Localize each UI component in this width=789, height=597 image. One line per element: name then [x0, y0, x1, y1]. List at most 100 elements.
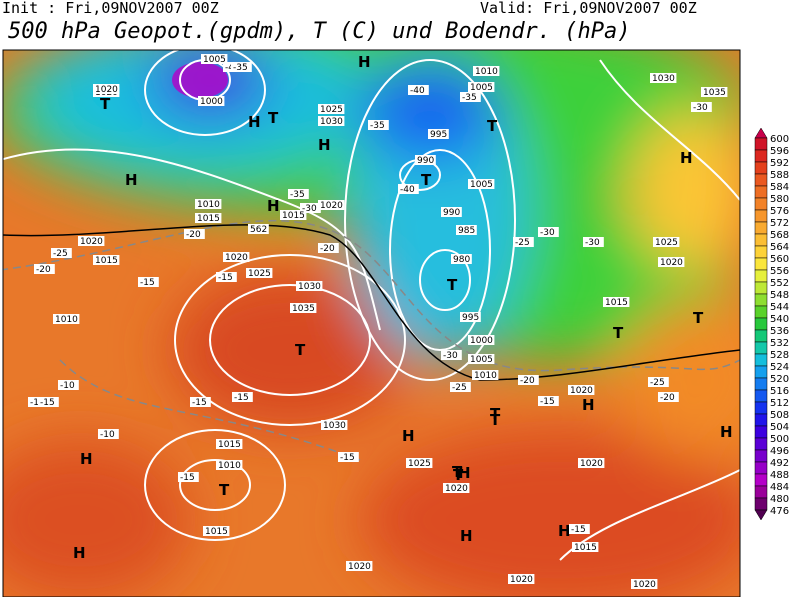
colorbar-label: 516	[770, 386, 789, 397]
colorbar-swatch	[754, 137, 768, 151]
contour-label: -30	[585, 238, 600, 248]
contour-label: -15	[218, 273, 233, 283]
colorbar-label: 576	[770, 206, 789, 217]
contour-label: -30	[540, 228, 555, 238]
colorbar-swatch	[754, 161, 768, 175]
contour-label: -15	[40, 398, 55, 408]
colorbar-label: 600	[770, 134, 789, 145]
isobar-label-box	[631, 579, 658, 589]
contour-label: 1020	[95, 85, 118, 95]
colorbar-swatch	[754, 365, 768, 379]
pressure-center: T	[613, 324, 624, 342]
contour-label: -25	[650, 378, 665, 388]
isobar-label-box	[538, 396, 559, 406]
colorbar-label: 520	[770, 374, 789, 385]
contour-label: 1015	[605, 298, 628, 308]
isobar-label-box	[201, 54, 228, 64]
isobar-label-box	[428, 129, 449, 139]
map-title: 500 hPa Geopot.(gpdm), T (C) und Bodendr…	[8, 19, 631, 44]
isobar-label-box	[93, 84, 120, 94]
contour-label: -20	[660, 393, 675, 403]
init-time: Init : Fri,09NOV2007 00Z	[2, 0, 219, 17]
contour-label: 1025	[248, 269, 271, 279]
isobar-label-box	[456, 225, 477, 235]
pressure-center: H	[248, 113, 261, 131]
pressure-center: H	[680, 149, 693, 167]
contour-label: 1025	[320, 105, 343, 115]
isobar-label-box	[300, 203, 321, 213]
colorbar-label: 588	[770, 170, 789, 181]
isobar-label-box	[406, 458, 433, 468]
isobar-label-box	[398, 184, 419, 194]
contour-label: 1005	[470, 355, 493, 365]
colorbar-label: 560	[770, 254, 789, 265]
contour-label: -35	[462, 93, 477, 103]
contour-label: -20	[520, 376, 535, 386]
contour-label: -20	[186, 230, 201, 240]
colorbar-label: 548	[770, 290, 789, 301]
pressure-center: H	[80, 450, 93, 468]
isobar-label-box	[460, 312, 481, 322]
colorbar-swatch	[754, 389, 768, 403]
colorbar-label: 552	[770, 278, 789, 289]
colorbar-arrow	[754, 509, 768, 521]
isobar-label-box	[468, 335, 495, 345]
isobar-label-box	[296, 281, 323, 291]
contour-label: 990	[443, 208, 460, 218]
contour-label: 985	[458, 226, 475, 236]
contour-label: -30	[443, 351, 458, 361]
colorbar-swatch	[754, 497, 768, 511]
contour-label: 1015	[205, 527, 228, 537]
isobar-label-box	[198, 96, 225, 106]
colorbar-arrow	[754, 127, 768, 139]
isobar-label-box	[290, 303, 317, 313]
contour-label: 1020	[580, 459, 603, 469]
isobar-label-box	[538, 227, 559, 237]
colorbar-label: 556	[770, 266, 789, 277]
colorbar-swatch	[754, 353, 768, 367]
colorbar-label: 580	[770, 194, 789, 205]
isobar-label-box	[508, 574, 535, 584]
contour-label: -35	[370, 121, 385, 131]
colorbar-swatch	[754, 185, 768, 199]
isobar-label-box	[203, 526, 230, 536]
colorbar-label: 512	[770, 398, 789, 409]
isobar-label-box	[216, 460, 243, 470]
colorbar-swatch	[754, 437, 768, 451]
isobar-label-box	[472, 370, 499, 380]
contour-label: -35	[233, 63, 248, 73]
isobar-label-box	[583, 237, 604, 247]
colorbar-swatch	[754, 461, 768, 475]
contour-label: 1020	[660, 258, 683, 268]
colorbar-label: 536	[770, 326, 789, 337]
isobar-label-box	[653, 237, 680, 247]
isobar-label-box	[184, 229, 205, 239]
isobar-label-box	[216, 272, 237, 282]
colorbar-swatch	[754, 293, 768, 307]
colorbar-label: 544	[770, 302, 789, 313]
isobar-label-box	[451, 254, 472, 264]
isobar-label-box	[650, 73, 677, 83]
colorbar-swatch	[754, 317, 768, 331]
pressure-center: T	[100, 95, 111, 113]
isobar-label-box	[415, 155, 436, 165]
contour-label: 1005	[203, 55, 226, 65]
contour-label: 1030	[652, 74, 675, 84]
isobar-label-box	[318, 116, 345, 126]
isobar-label-box	[318, 104, 345, 114]
pressure-center: T	[421, 171, 432, 189]
colorbar-label: 592	[770, 158, 789, 169]
isobar-label-box	[98, 429, 119, 439]
isobar-label-box	[318, 200, 345, 210]
isobar-label-box	[321, 420, 348, 430]
isobar-label-box	[78, 236, 105, 246]
contour-label: 1030	[320, 117, 343, 127]
colorbar-label: 532	[770, 338, 789, 349]
colorbar-swatch	[754, 233, 768, 247]
colorbar-label: 488	[770, 470, 789, 481]
contour-label: 1020	[80, 237, 103, 247]
isobar-label-box	[216, 439, 243, 449]
colorbar-swatch	[754, 197, 768, 211]
contour-label: 562	[250, 225, 267, 235]
